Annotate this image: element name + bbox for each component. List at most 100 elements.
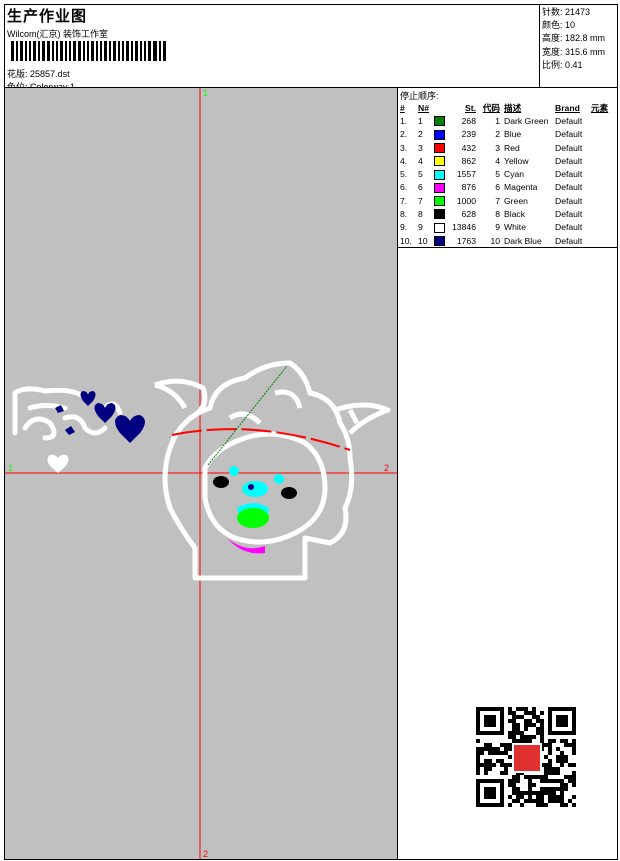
qr-module — [484, 743, 488, 747]
qr-module — [512, 727, 516, 731]
barcode-bar — [38, 41, 40, 61]
qr-module — [548, 751, 552, 755]
stat-width: 宽度: 315.6 mm — [542, 46, 606, 57]
barcode-bar — [25, 41, 27, 61]
qr-module — [536, 795, 540, 799]
stat-scale: 比例: 0.41 — [542, 59, 583, 70]
axis-label-left: 1 — [8, 463, 13, 473]
color-swatch — [434, 207, 452, 220]
qr-module — [540, 791, 544, 795]
qr-module — [540, 787, 544, 791]
mouth-green — [237, 508, 269, 528]
color-row: 2. 2 239 2 Blue Default — [400, 128, 608, 141]
qr-module — [528, 799, 532, 803]
qr-module — [552, 767, 556, 771]
qr-module — [508, 719, 512, 723]
stat-colors: 颜色: 10 — [542, 20, 576, 31]
qr-module — [512, 779, 516, 783]
row-description: Magenta — [504, 182, 538, 193]
qr-module — [540, 727, 544, 731]
qr-module — [492, 747, 496, 751]
stat-stitches: 针数: 21473 — [542, 7, 591, 17]
qr-module — [572, 783, 576, 787]
qr-module — [544, 803, 548, 807]
swatch-box — [434, 142, 445, 153]
qr-module — [524, 727, 528, 731]
qr-module — [500, 771, 504, 775]
row-brand: Default — [555, 209, 583, 220]
qr-module — [504, 751, 508, 755]
green-jump-line — [207, 365, 288, 466]
qr-module — [480, 751, 484, 755]
qr-module — [572, 751, 576, 755]
color-swatch — [434, 114, 452, 127]
qr-module — [528, 723, 532, 727]
qr-module — [504, 763, 508, 767]
qr-module — [564, 803, 568, 807]
qr-module — [476, 759, 480, 763]
row-needle: 8 — [418, 209, 423, 220]
col-swatch — [434, 101, 452, 114]
qr-module — [568, 779, 572, 783]
qr-module — [544, 775, 548, 779]
row-brand: Default — [555, 155, 583, 166]
row-stitches: 1763 — [456, 235, 476, 246]
qr-module — [512, 715, 516, 719]
qr-module — [508, 783, 512, 787]
qr-module — [488, 763, 492, 767]
qr-module — [516, 739, 520, 743]
barcode-bar — [118, 41, 120, 61]
qr-module — [548, 787, 552, 791]
barcode-bar — [126, 41, 129, 61]
qr-module — [568, 799, 572, 803]
color-row: 4. 4 862 4 Yellow Default — [400, 154, 608, 167]
row-code: 1 — [495, 115, 500, 126]
qr-module — [532, 783, 536, 787]
qr-module — [500, 763, 504, 767]
qr-module — [540, 723, 544, 727]
barcode-bar — [148, 41, 151, 61]
qr-module — [488, 747, 492, 751]
barcode-bar — [91, 41, 94, 61]
swatch-box — [434, 182, 445, 193]
qr-module — [516, 715, 520, 719]
qr-module — [524, 719, 528, 723]
color-swatch — [434, 234, 452, 247]
nose — [242, 481, 268, 497]
qr-module — [520, 707, 524, 711]
white-heart — [47, 454, 69, 473]
page-frame — [4, 4, 618, 860]
qr-module — [548, 759, 552, 763]
red-stitch-line — [171, 428, 351, 451]
qr-module — [488, 767, 492, 771]
qr-module — [524, 799, 528, 803]
row-code: 8 — [495, 209, 500, 220]
barcode-bar — [47, 41, 50, 61]
row-stitches: 1557 — [456, 169, 476, 180]
color-swatch — [434, 221, 452, 234]
qr-module — [520, 739, 524, 743]
qr-module — [540, 711, 544, 715]
col-index: # — [400, 102, 405, 113]
qr-module — [556, 759, 560, 763]
qr-module — [572, 739, 576, 743]
barcode-bar — [11, 41, 14, 61]
qr-module — [552, 795, 556, 799]
row-needle: 10 — [418, 235, 428, 246]
qr-module — [552, 779, 556, 783]
design-file-value: 25857.dst — [30, 69, 70, 79]
row-stitches: 268 — [461, 115, 476, 126]
qr-module — [504, 767, 508, 771]
qr-module — [564, 759, 568, 763]
qr-module — [508, 803, 512, 807]
qr-module — [560, 751, 564, 755]
qr-stamp — [514, 745, 540, 771]
axis-label-right: 2 — [384, 463, 389, 473]
qr-module — [512, 731, 516, 735]
qr-module — [556, 771, 560, 775]
qr-module — [488, 759, 492, 763]
barcode — [11, 41, 168, 61]
row-description: Green — [504, 195, 528, 206]
barcode-bar — [153, 41, 157, 61]
row-index: 2. — [400, 129, 408, 140]
